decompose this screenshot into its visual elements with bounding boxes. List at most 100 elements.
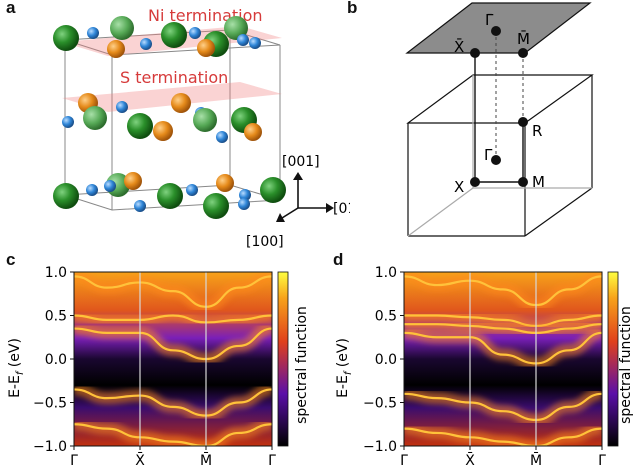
m-label: M [532, 173, 545, 191]
r-point [518, 117, 528, 127]
crystal-structure-figure: Ni termination S termination [53, 6, 350, 250]
brillouin-zone-figure: Γ̄ X̄ M̄ R Γ X M [405, 2, 594, 237]
axis-100-label: [100] [246, 234, 284, 250]
s-atom [171, 93, 191, 113]
x-bar-label: X̄ [454, 37, 464, 56]
x-tick-label: Γ̄ [598, 453, 606, 469]
o-atom [239, 189, 251, 201]
y-tick-label: 0.5 [375, 309, 397, 325]
panel-label-c: c [6, 250, 16, 269]
gamma-bar-point [491, 26, 501, 36]
spectral-plot-d: E-Ef (eV) spectral function −1.0 −0.5 0.0 0… [335, 265, 634, 469]
band-line [404, 275, 602, 307]
s-atom [216, 174, 234, 192]
band-group [404, 272, 602, 446]
x-tick-label: Γ̄ [70, 453, 78, 469]
ni-atom [53, 25, 79, 51]
band-line [404, 314, 602, 328]
s-atom [124, 172, 142, 190]
y-tick-label: −1.0 [33, 439, 67, 455]
o-atom [62, 116, 74, 128]
y-axis-label-c: E-Ef (eV) [7, 338, 26, 398]
direction-axes [276, 172, 334, 222]
top-atom-layer [53, 16, 261, 58]
band-line [404, 427, 602, 446]
o-atom [140, 38, 152, 50]
band-line [404, 331, 602, 365]
x-point [470, 177, 480, 187]
x-label: X [454, 178, 464, 196]
y-tick-label: −0.5 [33, 396, 67, 412]
gamma-point [491, 155, 501, 165]
spectral-plot-c: E-Ef (eV) spectral function −1.0 −0.5 0.0 0… [7, 265, 310, 469]
panel-label-a: a [6, 0, 16, 17]
colorbar [607, 271, 619, 447]
m-bar-point [518, 48, 528, 58]
ni-atom [193, 108, 217, 132]
colorbar [277, 271, 289, 447]
o-atom [238, 198, 250, 210]
o-atom [189, 27, 201, 39]
ni-atom [53, 183, 79, 209]
y-tick-label: −0.5 [363, 396, 397, 412]
panel-label-b: b [347, 0, 358, 17]
o-atom [104, 180, 116, 192]
o-atom [134, 200, 146, 212]
x-bar-point [470, 48, 480, 58]
x-tick-label: X̄ [135, 451, 145, 469]
heatmap-background [74, 272, 272, 446]
middle-atom-layer [62, 93, 262, 143]
o-atom [116, 101, 128, 113]
ni-atom [157, 183, 183, 209]
axis-010-label: [010] [333, 201, 350, 217]
gamma-label: Γ [484, 146, 493, 164]
o-atom [86, 184, 98, 196]
axis-001-label: [001] [282, 154, 320, 170]
band-line [74, 388, 272, 417]
x-tick-label: X̄ [465, 451, 475, 469]
s-atom [153, 121, 173, 141]
x-tick-label: M̄ [200, 451, 212, 469]
gamma-bar-label: Γ̄ [485, 11, 494, 29]
y-axis-label-d: E-Ef (eV) [335, 338, 354, 398]
s-termination-label: S termination [120, 68, 228, 87]
y-tick-label: −1.0 [363, 439, 397, 455]
band-line [74, 314, 272, 324]
ni-atom [127, 113, 153, 139]
y-tick-label: 0.5 [45, 309, 67, 325]
band-line [74, 275, 272, 308]
band-line [404, 323, 602, 335]
y-tick-label: 1.0 [45, 265, 67, 281]
ni-atom [83, 106, 107, 130]
ni-atom [260, 177, 286, 203]
band-line [74, 327, 272, 361]
ni-atom [110, 16, 134, 40]
band-line [74, 423, 272, 446]
y-tick-label: 1.0 [375, 265, 397, 281]
band-line [404, 392, 602, 422]
bulk-brillouin-zone [406, 74, 594, 237]
o-atom [87, 27, 99, 39]
m-bar-label: M̄ [517, 29, 530, 48]
y-tick-label: 0.0 [45, 352, 67, 368]
ni-atom [203, 193, 229, 219]
o-atom [237, 34, 249, 46]
r-label: R [532, 122, 542, 140]
x-tick-label: Γ̄ [400, 453, 408, 469]
s-atom [197, 39, 215, 57]
ni-atom [224, 16, 248, 40]
band-group [74, 272, 272, 446]
colorbar-label-c: spectral function [294, 306, 310, 424]
x-tick-label: Γ̄ [268, 453, 276, 469]
m-point [518, 177, 528, 187]
y-tick-label: 0.0 [375, 352, 397, 368]
panel-label-d: d [333, 250, 344, 269]
bottom-atom-layer [53, 172, 286, 219]
ni-atom [161, 22, 187, 48]
o-atom [186, 184, 198, 196]
s-atom [244, 123, 262, 141]
s-atom [107, 40, 125, 58]
colorbar-label-d: spectral function [618, 306, 634, 424]
o-atom [249, 37, 261, 49]
o-atom [216, 131, 228, 143]
